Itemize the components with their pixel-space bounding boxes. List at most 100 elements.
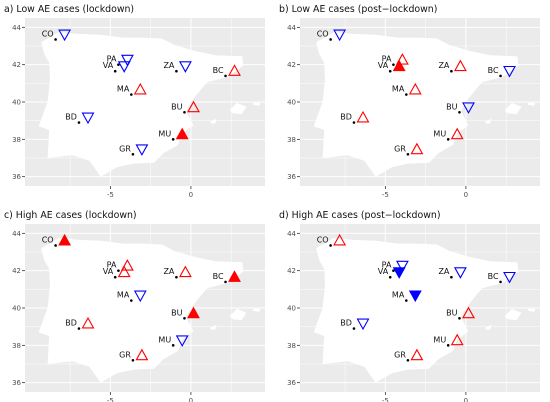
city-label: MU xyxy=(158,335,171,344)
triangle-up-marker xyxy=(408,82,422,95)
city-va: VA xyxy=(378,267,406,279)
city-point xyxy=(329,38,332,41)
city-label: ZA xyxy=(438,267,449,276)
city-bu: BU xyxy=(171,100,200,114)
city-point xyxy=(113,275,117,279)
city-point xyxy=(77,327,81,330)
triangle-up-marker xyxy=(81,316,95,329)
city-label: CO xyxy=(42,235,54,244)
city-label: VA xyxy=(103,267,114,276)
city-label: VA xyxy=(378,267,389,276)
triangle-down-marker xyxy=(81,112,95,125)
city-label: VA xyxy=(103,61,114,70)
triangle-up-marker xyxy=(228,64,241,76)
triangle-up-marker xyxy=(410,348,424,361)
triangle-up-marker xyxy=(410,142,424,155)
triangle-down-marker xyxy=(408,290,422,303)
city-mu: MU xyxy=(158,335,189,347)
city-pa: PA xyxy=(382,53,409,66)
iberia-landmass xyxy=(313,32,519,177)
city-label: PA xyxy=(107,261,117,270)
city-mu: MU xyxy=(158,127,189,141)
city-label: BC xyxy=(488,66,499,75)
triangle-up-marker xyxy=(450,333,464,346)
city-point xyxy=(113,69,117,73)
triangle-down-marker xyxy=(462,102,475,114)
city-point xyxy=(392,63,395,66)
city-label: MU xyxy=(433,129,446,138)
x-tick-label: -5 xyxy=(382,191,389,199)
y-tick-label: 36 xyxy=(12,379,21,387)
iberia-landmass xyxy=(313,238,519,383)
city-point xyxy=(450,69,453,73)
iberia-landmass xyxy=(38,238,244,383)
city-label: BD xyxy=(65,113,77,122)
triangle-down-marker xyxy=(117,61,131,73)
triangle-down-marker xyxy=(503,271,516,284)
y-tick-label: 36 xyxy=(12,173,21,181)
iberia-landmass xyxy=(38,32,244,177)
city-label: ZA xyxy=(163,267,174,276)
city-bu: BU xyxy=(446,306,475,320)
city-point xyxy=(175,69,178,73)
city-co: CO xyxy=(317,29,347,42)
city-point xyxy=(54,38,57,41)
y-tick-label: 44 xyxy=(12,230,21,238)
city-point xyxy=(446,344,450,347)
y-tick-label: 38 xyxy=(12,342,21,350)
city-label: BU xyxy=(171,102,182,111)
map-panel-4: d) High AE cases (post−lockdown) -5 0 36 38 4… xyxy=(279,210,540,402)
city-label: PA xyxy=(382,55,392,64)
city-bd: BD xyxy=(340,319,370,331)
city-point xyxy=(388,69,392,73)
city-label: BC xyxy=(213,272,224,281)
x-tick-label: 0 xyxy=(464,397,468,402)
city-co: CO xyxy=(317,233,347,247)
island-landmass xyxy=(229,308,247,321)
island-landmass xyxy=(485,118,492,124)
x-tick-label: 0 xyxy=(189,397,193,402)
triangle-up-marker xyxy=(356,110,370,123)
city-pa: PA xyxy=(382,261,409,273)
triangle-up-marker xyxy=(135,348,149,361)
triangle-up-marker xyxy=(450,127,464,140)
island-landmass xyxy=(527,102,536,106)
city-point xyxy=(175,275,178,279)
city-label: BC xyxy=(488,272,499,281)
city-point xyxy=(446,138,450,141)
city-bd: BD xyxy=(340,110,370,124)
city-point xyxy=(406,358,410,362)
city-label: PA xyxy=(107,55,117,64)
y-tick-label: 40 xyxy=(12,305,21,313)
triangle-down-marker xyxy=(392,267,406,279)
city-label: MU xyxy=(433,335,446,344)
city-gr: GR xyxy=(394,142,424,156)
city-point xyxy=(171,138,175,141)
city-point xyxy=(458,110,461,114)
city-bd: BD xyxy=(65,316,95,330)
city-point xyxy=(77,121,81,124)
city-label: GR xyxy=(119,144,131,153)
triangle-up-marker xyxy=(187,100,200,113)
island-landmass xyxy=(527,308,536,312)
city-bc: BC xyxy=(213,64,241,78)
triangle-down-marker xyxy=(453,267,467,279)
city-za: ZA xyxy=(163,265,192,279)
triangle-down-marker xyxy=(135,144,149,156)
city-point xyxy=(183,316,186,320)
city-za: ZA xyxy=(438,59,467,73)
city-va: VA xyxy=(378,59,406,73)
x-tick-label: 0 xyxy=(464,191,468,199)
triangle-down-marker xyxy=(120,54,134,67)
y-tick-label: 40 xyxy=(287,305,296,313)
triangle-up-marker xyxy=(175,127,189,140)
city-point xyxy=(499,74,502,78)
city-label: BU xyxy=(446,102,457,111)
city-mu: MU xyxy=(433,333,464,347)
city-label: GR xyxy=(394,350,406,359)
city-ma: MA xyxy=(392,290,422,303)
triangle-down-marker xyxy=(178,61,192,73)
city-va: VA xyxy=(103,265,131,279)
y-tick-label: 36 xyxy=(287,173,296,181)
